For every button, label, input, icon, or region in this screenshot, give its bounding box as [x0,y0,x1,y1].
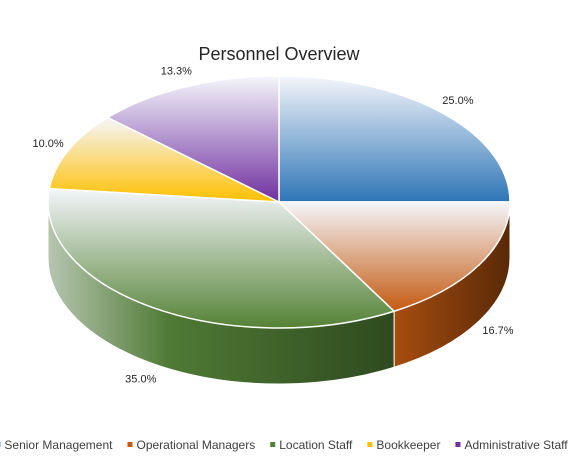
data-label-senior-management: 25.0% [442,95,473,107]
legend-item-location-staff[interactable]: Location Staff [279,438,353,452]
data-labels: 25.0% 16.7% 35.0% 10.0% 13.3% [32,65,513,385]
data-label-administrative-staff: 13.3% [161,65,192,77]
legend-item-bookkeeper[interactable]: Bookkeeper [376,438,440,452]
data-label-location-staff: 35.0% [125,374,156,386]
legend-swatch-operational-managers [127,442,133,447]
legend: Senior Management Operational Managers Loc… [0,438,568,452]
slice-senior-management[interactable] [278,75,511,203]
data-label-operational-managers: 16.7% [482,325,513,337]
legend-swatch-location-staff [270,442,276,447]
legend-item-operational-managers[interactable]: Operational Managers [136,438,255,452]
legend-swatch-bookkeeper [367,442,373,447]
slice-location-staff[interactable] [47,187,396,329]
data-label-bookkeeper: 10.0% [32,138,63,150]
slice-administrative-staff[interactable] [106,75,280,204]
legend-item-senior-management[interactable]: Senior Management [4,438,113,452]
legend-item-administrative-staff[interactable]: Administrative Staff [464,438,568,452]
chart-title: Personnel Overview [198,44,360,64]
slice-operational-managers[interactable] [277,201,511,313]
slice-bookkeeper[interactable] [48,116,280,203]
legend-swatch-administrative-staff [455,442,461,447]
pie-tops [47,75,511,329]
